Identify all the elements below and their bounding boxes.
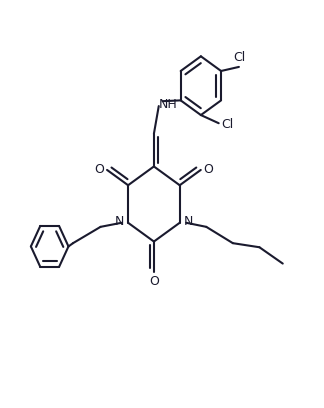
Text: NH: NH — [159, 98, 178, 111]
Text: N: N — [184, 215, 193, 228]
Text: O: O — [203, 163, 214, 175]
Text: N: N — [115, 215, 124, 228]
Text: O: O — [94, 163, 104, 175]
Text: Cl: Cl — [233, 51, 245, 64]
Text: Cl: Cl — [221, 118, 233, 131]
Text: O: O — [149, 275, 159, 288]
